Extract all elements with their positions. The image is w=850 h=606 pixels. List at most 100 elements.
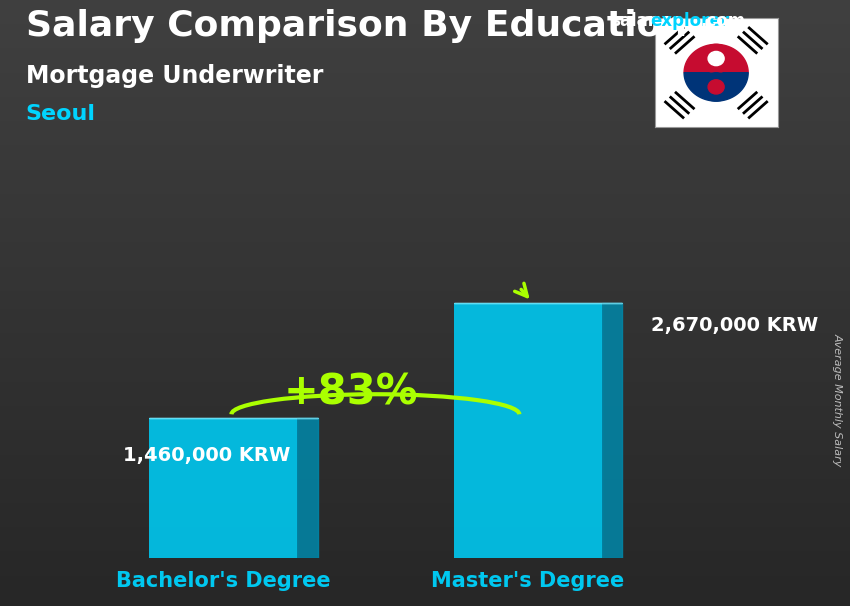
- Bar: [0, 406, 850, 412]
- Bar: [0, 152, 850, 158]
- Bar: [0, 79, 850, 85]
- Bar: [0, 261, 850, 267]
- Text: +83%: +83%: [283, 371, 418, 413]
- Bar: [0, 467, 850, 473]
- Bar: [0, 42, 850, 48]
- Bar: [0, 109, 850, 115]
- Bar: [0, 351, 850, 358]
- Bar: [0, 551, 850, 558]
- Bar: [0, 370, 850, 376]
- Bar: [0, 509, 850, 515]
- Bar: [0, 36, 850, 42]
- Bar: [0, 485, 850, 491]
- Bar: [0, 430, 850, 436]
- Bar: [0, 139, 850, 145]
- Bar: [0, 515, 850, 521]
- Bar: [0, 188, 850, 194]
- Bar: [0, 30, 850, 36]
- Bar: [0, 594, 850, 600]
- Bar: [0, 424, 850, 430]
- Bar: [0, 285, 850, 291]
- Bar: [0, 358, 850, 364]
- Bar: [0, 600, 850, 606]
- Bar: [0, 297, 850, 303]
- Bar: [0, 291, 850, 297]
- Bar: [0, 564, 850, 570]
- Text: 1,460,000 KRW: 1,460,000 KRW: [123, 446, 291, 465]
- Bar: [0, 91, 850, 97]
- Bar: [0, 170, 850, 176]
- Bar: [0, 479, 850, 485]
- Text: Salary Comparison By Education: Salary Comparison By Education: [26, 9, 687, 43]
- Bar: [0, 248, 850, 255]
- Bar: [0, 164, 850, 170]
- Bar: [0, 194, 850, 200]
- Bar: [0, 582, 850, 588]
- Bar: [454, 302, 602, 558]
- Bar: [0, 0, 850, 6]
- Bar: [0, 503, 850, 509]
- Circle shape: [708, 52, 724, 65]
- Bar: [0, 527, 850, 533]
- Bar: [0, 364, 850, 370]
- Circle shape: [700, 44, 732, 73]
- Bar: [0, 145, 850, 152]
- Bar: [0, 394, 850, 400]
- Bar: [0, 127, 850, 133]
- Bar: [0, 345, 850, 351]
- Bar: [0, 218, 850, 224]
- Bar: [0, 24, 850, 30]
- Bar: [0, 497, 850, 503]
- Bar: [0, 454, 850, 461]
- Bar: [0, 206, 850, 212]
- Bar: [0, 400, 850, 406]
- Bar: [0, 327, 850, 333]
- Circle shape: [708, 80, 724, 94]
- Bar: [0, 73, 850, 79]
- Text: .com: .com: [700, 12, 745, 30]
- Bar: [0, 133, 850, 139]
- Bar: [0, 461, 850, 467]
- Bar: [0, 200, 850, 206]
- Bar: [0, 85, 850, 91]
- Bar: [0, 267, 850, 273]
- Bar: [0, 48, 850, 55]
- Text: explorer: explorer: [650, 12, 729, 30]
- Bar: [0, 176, 850, 182]
- Text: Mortgage Underwriter: Mortgage Underwriter: [26, 64, 323, 88]
- Bar: [0, 588, 850, 594]
- Bar: [0, 121, 850, 127]
- Bar: [0, 255, 850, 261]
- Bar: [0, 339, 850, 345]
- Bar: [0, 333, 850, 339]
- Polygon shape: [684, 73, 748, 101]
- Bar: [0, 448, 850, 454]
- Bar: [0, 545, 850, 551]
- Bar: [0, 182, 850, 188]
- Bar: [0, 224, 850, 230]
- Bar: [0, 242, 850, 248]
- Bar: [0, 115, 850, 121]
- Bar: [0, 55, 850, 61]
- Bar: [0, 236, 850, 242]
- Bar: [0, 97, 850, 103]
- Bar: [0, 412, 850, 418]
- Bar: [0, 418, 850, 424]
- Bar: [0, 388, 850, 394]
- Bar: [0, 533, 850, 539]
- Bar: [0, 158, 850, 164]
- Polygon shape: [602, 302, 622, 558]
- Bar: [0, 321, 850, 327]
- Bar: [0, 273, 850, 279]
- Bar: [0, 521, 850, 527]
- Polygon shape: [298, 418, 318, 558]
- Bar: [0, 18, 850, 24]
- Bar: [0, 303, 850, 309]
- Text: 2,670,000 KRW: 2,670,000 KRW: [651, 316, 819, 335]
- Bar: [0, 570, 850, 576]
- Bar: [0, 309, 850, 315]
- Bar: [0, 558, 850, 564]
- Text: Seoul: Seoul: [26, 104, 95, 124]
- Bar: [0, 230, 850, 236]
- Circle shape: [700, 73, 732, 101]
